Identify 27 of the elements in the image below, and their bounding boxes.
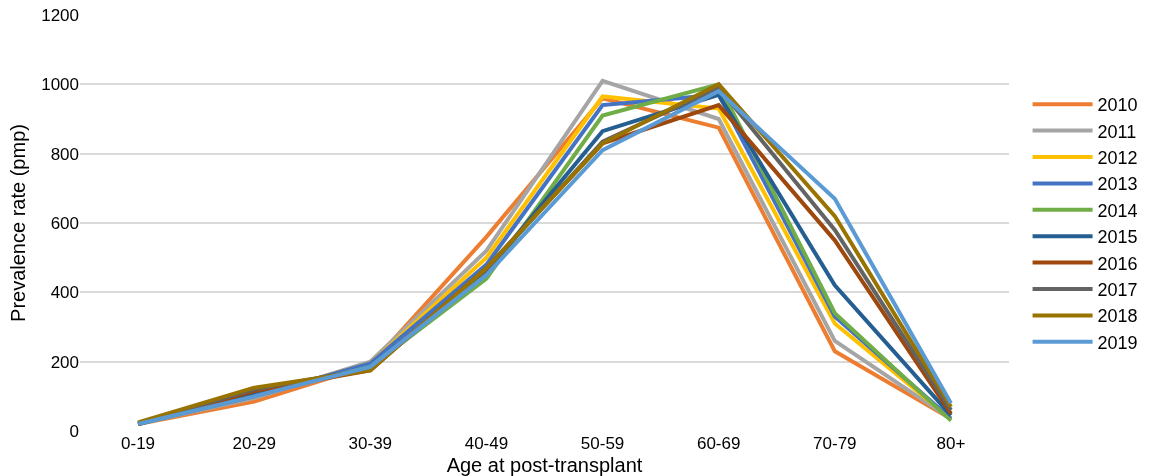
- legend-label: 2016: [1097, 253, 1138, 274]
- y-axis-title: Prevalence rate (pmp): [6, 124, 29, 322]
- legend-label: 2010: [1097, 95, 1138, 116]
- x-tick-label: 0-19: [121, 434, 156, 453]
- x-tick-label: 20-29: [232, 434, 276, 453]
- y-tick-label: 0: [69, 421, 79, 441]
- x-tick-label: 70-79: [813, 434, 857, 453]
- legend-label: 2014: [1097, 200, 1138, 221]
- legend-label: 2015: [1097, 227, 1138, 248]
- legend-label: 2018: [1097, 306, 1138, 327]
- y-tick-label: 1000: [41, 75, 79, 95]
- y-tick-label: 800: [50, 144, 79, 164]
- legend-label: 2017: [1097, 280, 1138, 301]
- legend-label: 2013: [1097, 174, 1138, 195]
- x-tick-label: 30-39: [348, 434, 393, 453]
- x-tick-label: 50-59: [580, 434, 625, 453]
- legend-label: 2019: [1097, 332, 1138, 353]
- y-tick-label: 1200: [41, 5, 79, 25]
- x-axis-title: Age at post-transplant: [446, 454, 643, 476]
- y-tick-label: 600: [50, 213, 79, 233]
- y-tick-label: 200: [50, 352, 79, 372]
- x-tick-label: 60-69: [696, 434, 741, 453]
- x-tick-label: 40-49: [464, 434, 509, 453]
- x-tick-label: 80+: [936, 434, 966, 453]
- y-tick-label: 400: [50, 283, 79, 303]
- legend-label: 2012: [1097, 148, 1138, 169]
- legend-label: 2011: [1097, 121, 1137, 142]
